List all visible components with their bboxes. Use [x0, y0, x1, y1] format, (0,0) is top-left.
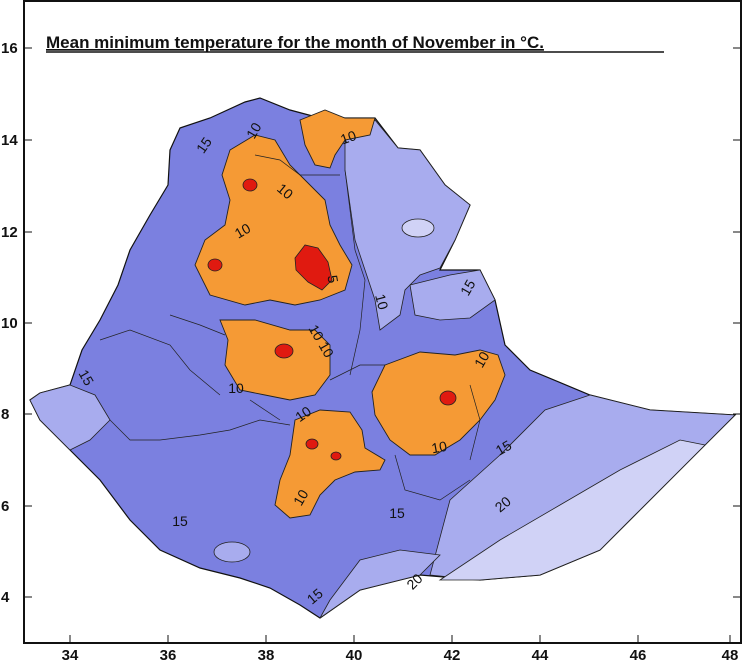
map-title: Mean minimum temperature for the month o… [46, 33, 544, 52]
region-central-highland [219, 319, 331, 401]
y-tick-label: 8 [1, 406, 9, 423]
y-tick-label: 14 [1, 132, 18, 149]
y-tick-label: 4 [1, 589, 10, 606]
contour-label: 5 [324, 274, 341, 285]
region-ne-light [409, 269, 496, 321]
contour-label: 10 [316, 339, 338, 361]
x-axis-ticks [69, 635, 731, 643]
region-south-light [319, 549, 441, 619]
x-tick-label: 34 [62, 647, 79, 664]
patch-afar-small [401, 218, 435, 238]
patch-south-small [213, 541, 251, 563]
cold-core-sw-1 [305, 438, 319, 450]
y-tick-label: 10 [1, 315, 18, 332]
region-north-tip [299, 109, 376, 169]
y-tick-label: 12 [1, 224, 18, 241]
cold-core-simien [242, 178, 258, 192]
cold-core-gojam [207, 258, 223, 272]
plot-frame [23, 0, 742, 644]
y-tick-label: 16 [1, 40, 18, 57]
x-tick-label: 38 [258, 647, 275, 664]
cold-core-wollo [294, 244, 333, 291]
contour-label: 10 [306, 322, 328, 344]
contour-label: 10 [471, 349, 493, 371]
x-tick-label: 42 [444, 647, 461, 664]
cold-core-shewa [274, 343, 294, 359]
x-tick-label: 46 [630, 647, 647, 664]
region-southeast-20 [438, 439, 706, 581]
contour-label: 10 [228, 380, 244, 396]
contour-label: 15 [172, 513, 188, 529]
y-axis-labels: 16 14 12 10 8 6 4 [1, 40, 18, 606]
x-tick-label: 48 [722, 647, 739, 664]
x-tick-label: 36 [160, 647, 177, 664]
contour-label: 15 [457, 277, 479, 299]
x-tick-label: 44 [532, 647, 549, 664]
y-tick-label: 6 [1, 498, 9, 515]
x-tick-label: 40 [346, 647, 363, 664]
contour-label: 10 [232, 220, 254, 242]
contour-label: 10 [290, 487, 312, 509]
cold-core-arsi [439, 390, 457, 406]
contour-label: 10 [243, 120, 265, 142]
contour-label: 15 [493, 437, 515, 459]
y-axis-ticks [24, 47, 741, 598]
contour-label: 15 [76, 367, 98, 389]
contour-label: 10 [372, 292, 392, 311]
contour-label: 10 [430, 438, 448, 456]
x-axis-labels: 34 36 38 40 42 44 46 48 [62, 647, 739, 664]
admin-boundaries [99, 154, 481, 501]
cold-core-sw-2 [330, 451, 342, 461]
region-southwest-highland [274, 409, 386, 519]
contour-label: 15 [389, 505, 405, 521]
contour-label: 10 [338, 127, 358, 147]
